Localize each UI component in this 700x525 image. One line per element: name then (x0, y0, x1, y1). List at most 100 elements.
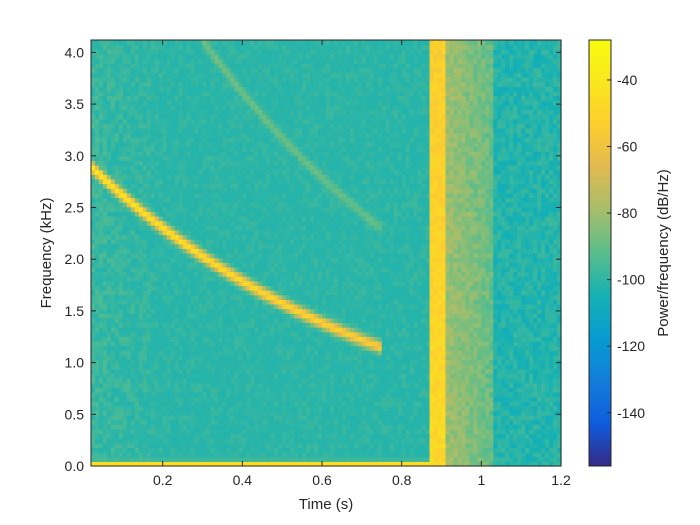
heatmap-cell (210, 104, 216, 111)
heatmap-cell (262, 104, 267, 111)
heatmap-cell (118, 378, 124, 384)
heatmap-cell (250, 81, 255, 87)
heatmap-cell (91, 271, 96, 277)
heatmap-cell (226, 100, 231, 106)
heatmap-cell (286, 308, 291, 314)
heatmap-cell (258, 391, 263, 398)
heatmap-cell (178, 452, 184, 458)
heatmap-cell (238, 77, 243, 83)
heatmap-cell (306, 410, 311, 416)
heatmap-cell (282, 461, 287, 467)
heatmap-cell (222, 40, 228, 46)
heatmap-cell (194, 81, 200, 87)
heatmap-cell (186, 137, 192, 143)
heatmap-cell (146, 192, 152, 199)
heatmap-cell (146, 253, 152, 259)
heatmap-cell (302, 44, 307, 50)
heatmap-cell (198, 253, 204, 259)
heatmap-cell (254, 313, 259, 319)
heatmap-cell (190, 192, 196, 199)
heatmap-cell (266, 276, 271, 282)
heatmap-cell (270, 299, 275, 305)
heatmap-cell (174, 174, 180, 180)
heatmap-cell (142, 419, 148, 425)
heatmap-cell (250, 456, 255, 462)
heatmap-cell (294, 452, 299, 458)
heatmap-cell (210, 354, 216, 361)
heatmap-cell (150, 387, 156, 393)
heatmap-cell (134, 118, 140, 124)
heatmap-cell (198, 81, 204, 87)
heatmap-cell (258, 253, 263, 259)
heatmap-cell (294, 67, 299, 74)
heatmap-cell (238, 146, 243, 152)
heatmap-cell (118, 253, 124, 259)
heatmap-cell (278, 127, 283, 134)
heatmap-cell (234, 313, 239, 319)
heatmap-cell (146, 313, 152, 319)
heatmap-cell (150, 40, 156, 46)
heatmap-cell (138, 253, 144, 259)
heatmap-cell (110, 63, 116, 69)
heatmap-cell (274, 63, 279, 69)
heatmap-cell (170, 336, 176, 342)
heatmap-cell (194, 391, 200, 398)
heatmap-cell (298, 137, 303, 143)
heatmap-cell (98, 183, 104, 189)
heatmap-cell (106, 401, 112, 407)
heatmap-cell (166, 253, 172, 259)
heatmap-cell (230, 373, 235, 379)
heatmap-cell (110, 77, 116, 83)
heatmap-cell (266, 67, 271, 74)
heatmap-cell (146, 336, 152, 342)
heatmap-cell (234, 206, 239, 212)
heatmap-cell (170, 192, 176, 199)
heatmap-cell (242, 40, 247, 46)
heatmap-cell (102, 456, 108, 462)
heatmap-cell (154, 294, 160, 300)
heatmap-cell (182, 248, 188, 254)
heatmap-cell (302, 109, 307, 115)
heatmap-cell (226, 81, 231, 87)
heatmap-cell (174, 354, 180, 361)
heatmap-cell (126, 313, 132, 319)
heatmap-cell (91, 248, 96, 254)
heatmap-cell (262, 183, 267, 189)
heatmap-cell (242, 137, 247, 143)
heatmap-cell (106, 378, 112, 384)
heatmap-cell (198, 114, 204, 120)
heatmap-cell (166, 405, 172, 412)
heatmap-cell (302, 285, 307, 291)
heatmap-cell (210, 127, 216, 134)
heatmap-cell (182, 290, 188, 296)
heatmap-cell (154, 303, 160, 310)
heatmap-cell (286, 243, 291, 249)
heatmap-cell (94, 253, 100, 259)
heatmap-cell (218, 253, 224, 259)
heatmap-cell (98, 63, 104, 69)
heatmap-cell (174, 243, 180, 249)
heatmap-cell (146, 183, 152, 189)
heatmap-cell (198, 438, 204, 444)
heatmap-cell (214, 257, 220, 263)
heatmap-cell (146, 350, 152, 356)
heatmap-cell (290, 303, 295, 310)
heatmap-cell (122, 419, 128, 425)
heatmap-cell (230, 211, 235, 217)
heatmap-cell (270, 53, 275, 60)
heatmap-cell (94, 364, 100, 370)
heatmap-cell (266, 95, 271, 101)
heatmap-cell (186, 160, 192, 166)
heatmap-cell (150, 53, 156, 60)
heatmap-cell (250, 391, 255, 398)
heatmap-cell (190, 428, 196, 435)
heatmap-cell (194, 415, 200, 421)
heatmap-cell (146, 141, 152, 148)
heatmap-cell (106, 452, 112, 458)
heatmap-cell (118, 364, 124, 370)
heatmap-cell (238, 368, 243, 374)
heatmap-cell (234, 276, 239, 282)
heatmap-cell (182, 90, 188, 97)
heatmap-cell (134, 127, 140, 134)
heatmap-cell (134, 155, 140, 161)
